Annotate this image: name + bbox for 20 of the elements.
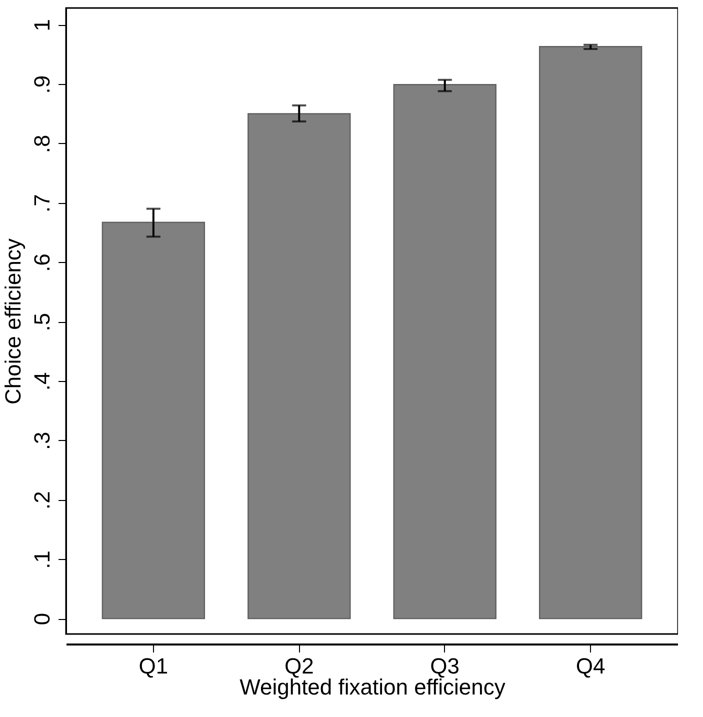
bar — [248, 113, 351, 620]
y-tick-label: .8 — [30, 134, 54, 154]
y-tick-label: .1 — [30, 550, 54, 569]
y-tick-label: .7 — [30, 194, 54, 212]
y-tick-label: .6 — [30, 254, 54, 272]
bar — [393, 84, 496, 620]
y-tick-label: .2 — [30, 491, 54, 510]
x-tick-label: Q2 — [284, 654, 314, 678]
y-tick-label: .5 — [30, 312, 54, 332]
x-tick-label: Q3 — [430, 654, 460, 678]
y-tick-label: .4 — [30, 372, 54, 391]
bar — [538, 46, 642, 620]
bar — [102, 222, 206, 620]
x-tick-label: Q4 — [576, 654, 606, 678]
y-tick-label: 0 — [30, 612, 54, 626]
y-axis-title: Choice efficiency — [0, 238, 26, 404]
y-tick-label: .3 — [30, 432, 54, 450]
y-tick-label: .9 — [30, 75, 54, 94]
x-tick-label: Q1 — [138, 654, 168, 678]
y-tick-label: 1 — [30, 19, 54, 32]
